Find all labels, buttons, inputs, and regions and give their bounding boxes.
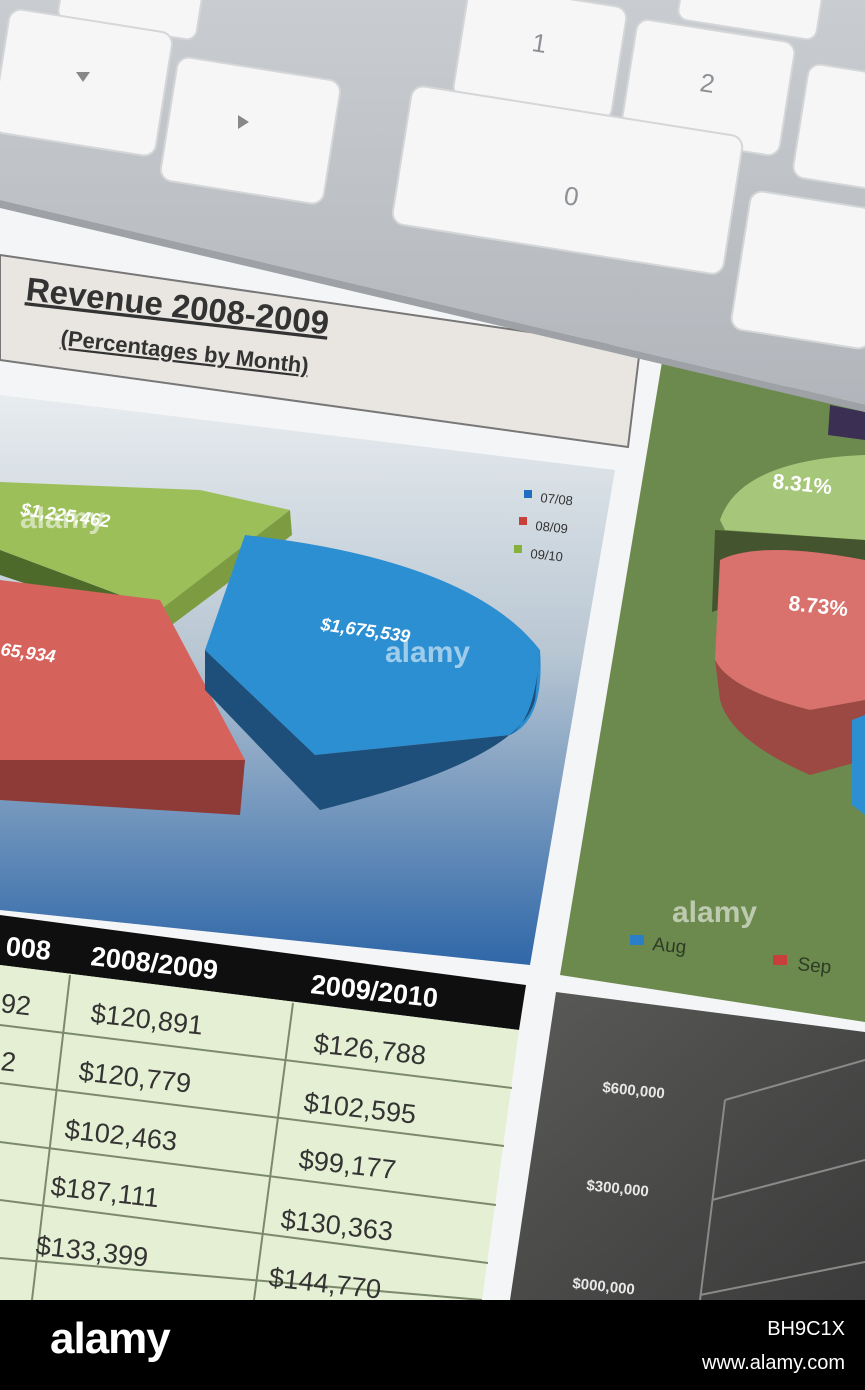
trend-panel xyxy=(510,992,865,1300)
legend-label: 07/08 xyxy=(540,490,574,508)
keyboard-edge xyxy=(0,200,865,412)
table-cell: 92 xyxy=(0,988,33,1021)
table-header-band xyxy=(0,915,526,1030)
footer-url: www.alamy.com xyxy=(702,1352,845,1374)
month-slice-purple xyxy=(828,405,865,440)
legend-swatch xyxy=(514,545,522,553)
pie-slice-blue-side xyxy=(205,650,540,810)
pie-slice-green xyxy=(0,482,290,610)
key-label: 2 xyxy=(698,67,717,99)
key-label: 1 xyxy=(530,27,549,59)
trend-tick: $000,000 xyxy=(572,1275,636,1298)
photo: Revenue 2008-2009 (Percentages by Month)… xyxy=(0,0,865,1300)
table-grid xyxy=(0,974,513,1300)
trend-grid xyxy=(699,1059,865,1300)
month-slice-blue xyxy=(852,715,865,815)
arrow-icon xyxy=(76,72,90,82)
table-header: 008 xyxy=(4,931,52,966)
watermark: alamy xyxy=(385,636,470,669)
legend-label: 09/10 xyxy=(530,546,564,564)
key-label: 0 xyxy=(562,180,581,212)
legend-label: Sep xyxy=(796,954,832,978)
arrow-icon xyxy=(238,115,249,129)
footer: alamy BH9C1X www.alamy.com xyxy=(0,1300,865,1390)
watermark: alamy xyxy=(672,896,757,929)
keys xyxy=(0,0,865,350)
title-box xyxy=(0,253,642,449)
pie-slice-blue xyxy=(205,535,541,755)
image-id: BH9C1X xyxy=(767,1318,845,1340)
legend-swatch xyxy=(630,935,644,945)
trend-tick: $300,000 xyxy=(586,1177,650,1200)
legend-label: Aug xyxy=(651,934,687,958)
footer-logo: alamy xyxy=(50,1314,171,1363)
month-slice-red-side xyxy=(715,660,865,775)
trend-tick: $600,000 xyxy=(602,1079,666,1102)
pie-slice-red xyxy=(0,580,245,790)
legend-swatch xyxy=(773,955,787,965)
legend-label: 08/09 xyxy=(535,518,569,536)
month-slice-red xyxy=(715,550,865,710)
table-cell: 2 xyxy=(0,1046,18,1078)
legend-swatch xyxy=(519,517,527,525)
watermark: alamy xyxy=(20,502,105,535)
legend-swatch xyxy=(524,490,532,498)
month-slice-green xyxy=(720,455,865,540)
pie-slice-red-side xyxy=(0,760,245,815)
